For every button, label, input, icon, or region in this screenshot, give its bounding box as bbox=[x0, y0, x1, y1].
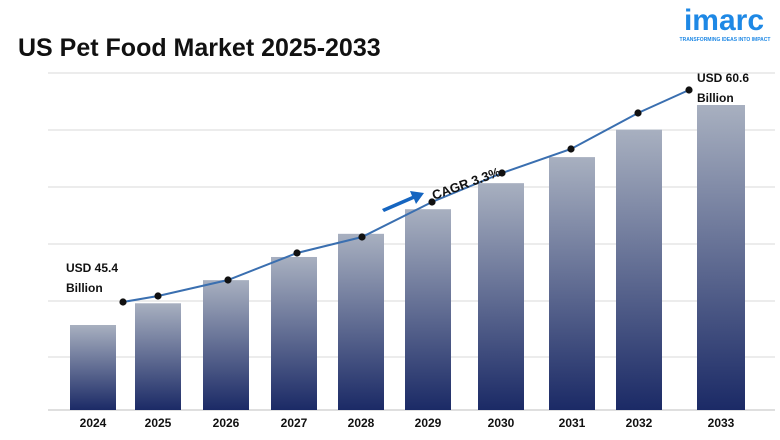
trend-point-2026 bbox=[224, 276, 232, 284]
chart-title: US Pet Food Market 2025-2033 bbox=[18, 34, 381, 62]
x-tick-2026: 2026 bbox=[213, 416, 240, 430]
end-value-line1: USD 60.6 bbox=[697, 71, 749, 85]
x-tick-2030: 2030 bbox=[488, 416, 515, 430]
x-tick-2027: 2027 bbox=[281, 416, 308, 430]
bar-2025 bbox=[135, 303, 181, 410]
x-tick-2031: 2031 bbox=[559, 416, 586, 430]
trend-point-2033 bbox=[685, 86, 693, 94]
bar-2027 bbox=[271, 256, 317, 410]
bars bbox=[70, 105, 745, 410]
bar-2028 bbox=[338, 233, 384, 410]
bar-2029 bbox=[405, 209, 451, 410]
x-tick-2032: 2032 bbox=[626, 416, 653, 430]
trend-point-2030 bbox=[498, 169, 506, 177]
bar-2030 bbox=[478, 183, 524, 410]
trend-point-2024 bbox=[119, 298, 127, 306]
cagr-arrow-icon bbox=[382, 191, 424, 212]
trend-point-2032 bbox=[634, 109, 642, 117]
trend-line bbox=[122, 89, 690, 303]
start-value-line1: USD 45.4 bbox=[66, 261, 118, 275]
trend-point-2031 bbox=[567, 145, 575, 153]
start-value-line2: Billion bbox=[66, 281, 103, 295]
bar-2033 bbox=[697, 105, 745, 410]
imarc-logo: imarc TRANSFORMING IDEAS INTO IMPACT bbox=[680, 4, 771, 43]
x-tick-2024: 2024 bbox=[80, 416, 107, 430]
end-value-line2: Billion bbox=[697, 91, 734, 105]
bar-2024 bbox=[70, 325, 116, 410]
trend-point-2028 bbox=[358, 233, 366, 241]
bar-2031 bbox=[549, 157, 595, 410]
logo-tagline: TRANSFORMING IDEAS INTO IMPACT bbox=[680, 37, 771, 43]
trend-line-group bbox=[119, 86, 693, 306]
x-axis-labels: 2024 2025 2026 2027 2028 2029 2030 2031 2032 2033 bbox=[80, 416, 735, 430]
trend-point-2027 bbox=[293, 249, 301, 257]
x-tick-2025: 2025 bbox=[145, 416, 172, 430]
bar-2026 bbox=[203, 280, 249, 410]
bar-2032 bbox=[616, 129, 662, 410]
x-tick-2028: 2028 bbox=[348, 416, 375, 430]
trend-point-2029 bbox=[428, 198, 436, 206]
x-tick-2033: 2033 bbox=[708, 416, 735, 430]
x-tick-2029: 2029 bbox=[415, 416, 442, 430]
trend-point-2025 bbox=[154, 292, 162, 300]
logo-wordmark: imarc bbox=[684, 4, 764, 37]
